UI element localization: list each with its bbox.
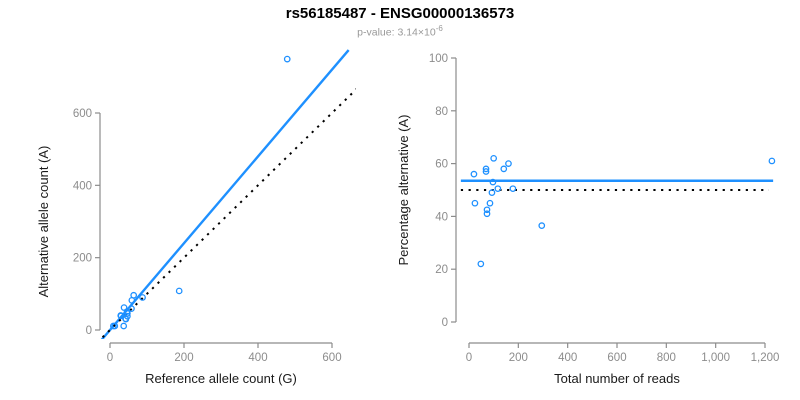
y-tick-label: 600 [73, 108, 92, 120]
data-point [482, 165, 490, 173]
p-value-text: p-value: 3.14×10 [357, 26, 436, 39]
regression-line [100, 49, 350, 339]
identity-line [101, 88, 356, 338]
data-point [505, 160, 512, 167]
x-axis-title: Total number of reads [554, 371, 680, 386]
y-axis-title: Alternative allele count (A) [36, 146, 51, 298]
x-tick-label: 1,200 [751, 352, 780, 364]
y-tick-label: 400 [73, 180, 92, 192]
data-point [488, 189, 496, 196]
data-point [128, 305, 135, 313]
x-tick-label: 0 [107, 352, 113, 364]
x-tick-label: 400 [558, 352, 577, 364]
x-tick-label: 600 [322, 352, 341, 364]
data-point [483, 206, 491, 214]
x-tick-label: 1,000 [701, 352, 730, 364]
data-point [477, 260, 485, 268]
y-tick-label: 0 [442, 317, 448, 329]
data-point [111, 322, 119, 330]
y-tick-label: 80 [435, 106, 448, 118]
x-tick-label: 200 [174, 352, 193, 364]
x-tick-label: 800 [657, 352, 676, 364]
y-tick-label: 0 [86, 325, 92, 337]
y-tick-label: 60 [435, 159, 448, 171]
data-point [768, 157, 776, 165]
data-point [471, 199, 479, 207]
data-point [470, 170, 478, 178]
data-point [139, 294, 146, 301]
x-tick-label: 200 [509, 352, 528, 364]
page-title: rs56185487 - ENSG00000136573 [285, 5, 515, 22]
data-point [482, 168, 490, 175]
y-tick-label: 200 [73, 253, 92, 265]
y-axis-title: Percentage alternative (A) [396, 114, 411, 265]
y-tick-label: 20 [435, 264, 448, 276]
data-point [120, 322, 128, 330]
data-point [509, 185, 517, 193]
data-point [490, 154, 498, 162]
x-tick-label: 0 [466, 352, 472, 364]
data-point [117, 312, 125, 320]
data-point [486, 199, 494, 207]
y-tick-label: 100 [429, 53, 448, 65]
data-point [122, 315, 130, 323]
p-value-subtitle: p-value: 3.14×10-6 [0, 24, 800, 39]
right-plot: 0 20 40 60 80 100 0 200 400 600 800 1,000 1,200 Total… [396, 53, 779, 386]
x-tick-label: 400 [248, 352, 267, 364]
data-point [128, 296, 136, 304]
data-point [483, 210, 491, 218]
data-point [175, 287, 183, 295]
x-axis-title: Reference allele count (G) [145, 371, 297, 386]
data-point [538, 222, 546, 229]
data-point [494, 185, 502, 193]
data-point [489, 178, 497, 186]
x-tick-label: 600 [607, 352, 626, 364]
p-value-exponent: -6 [435, 24, 443, 33]
data-point [283, 55, 291, 63]
left-plot: 0 200 400 600 0 200 400 600 Reference allele cou… [36, 49, 356, 386]
y-tick-label: 40 [435, 211, 448, 223]
data-point [500, 165, 508, 173]
